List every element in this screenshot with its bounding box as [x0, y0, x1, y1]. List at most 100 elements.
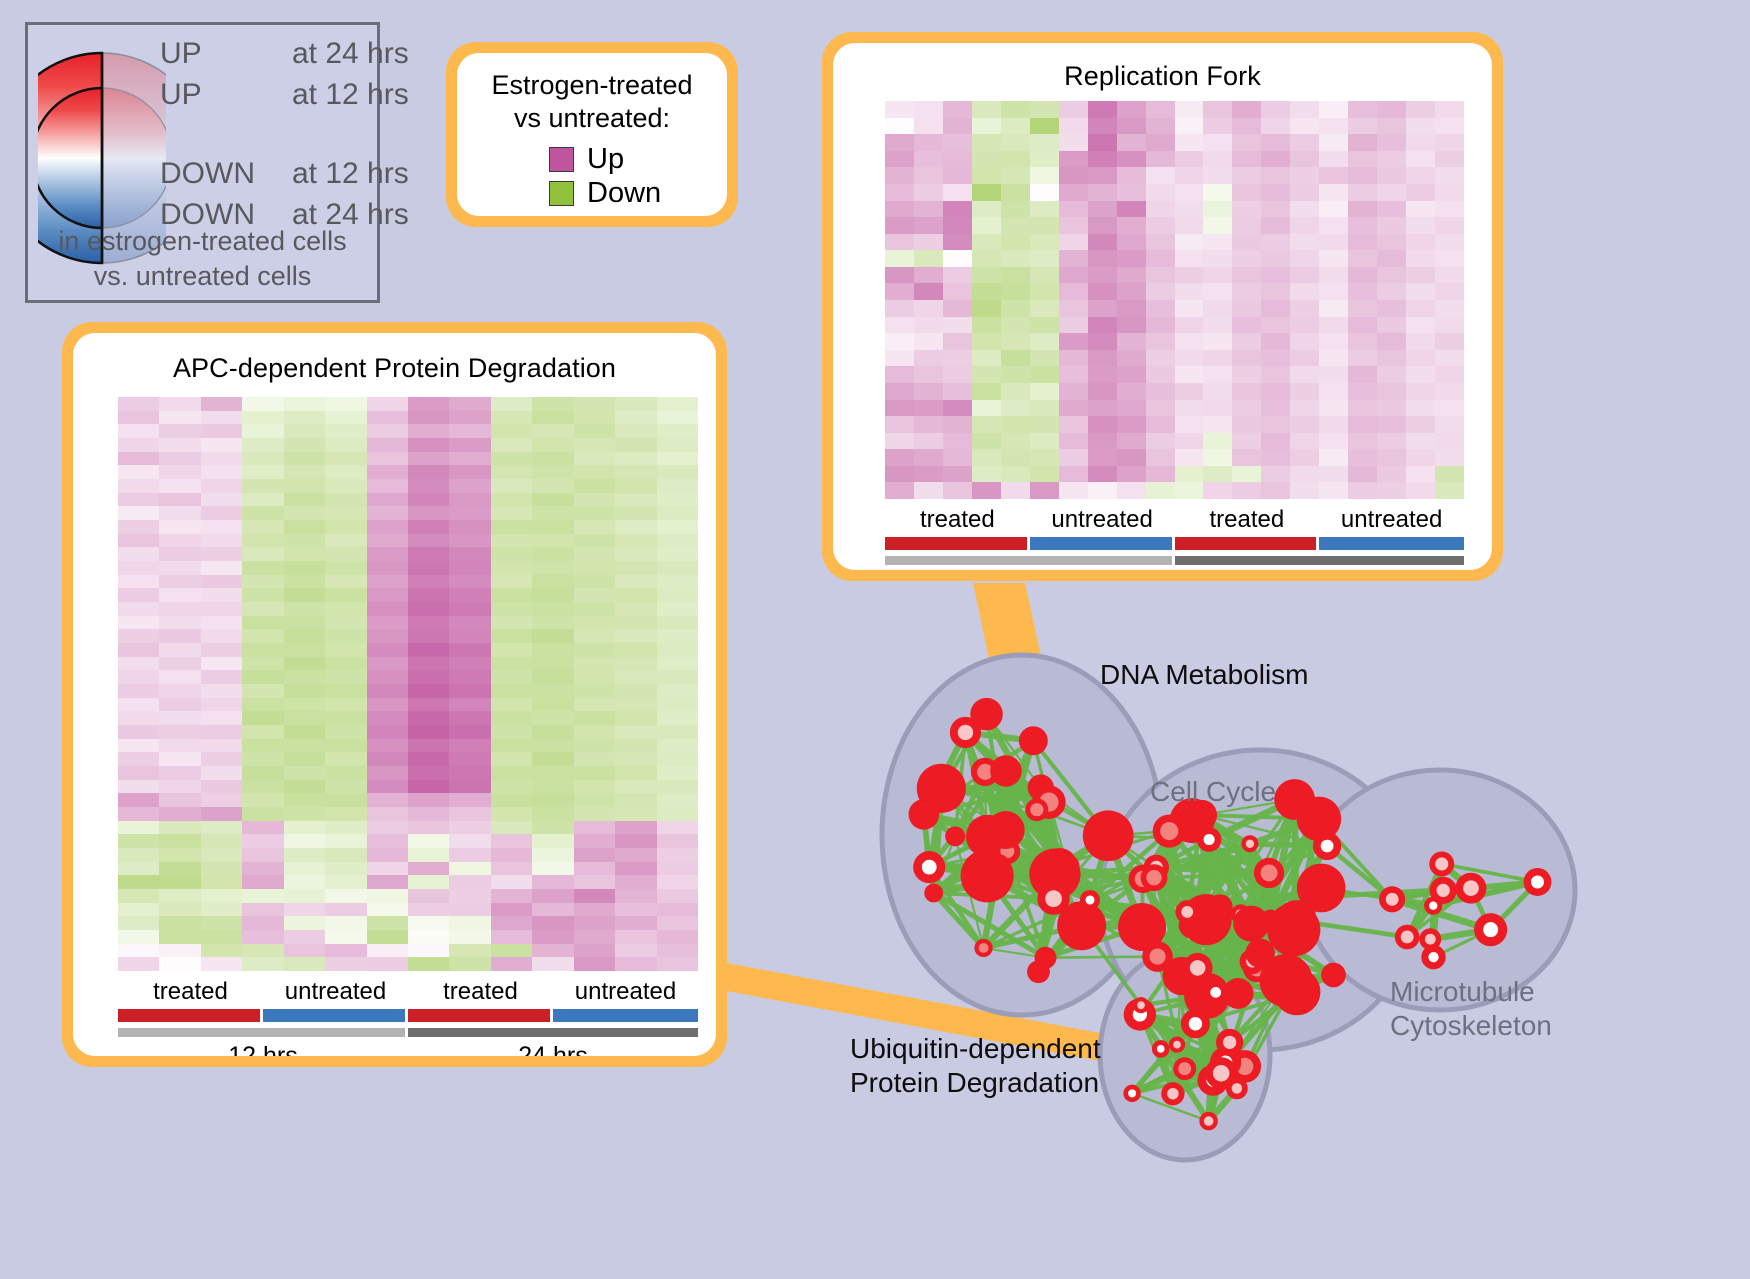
heatmap-cell [1319, 316, 1349, 334]
network-node[interactable] [1241, 835, 1259, 853]
heatmap-cell [656, 875, 698, 889]
heatmap-cell [490, 820, 533, 835]
network-node[interactable] [1259, 954, 1313, 1008]
heatmap-cell [1406, 399, 1436, 417]
network-node[interactable] [1057, 901, 1107, 951]
network-node[interactable] [1424, 896, 1443, 915]
heatmap-cell [200, 574, 243, 589]
heatmap-cell [283, 834, 326, 848]
node-inner-core [1530, 875, 1544, 889]
network-node[interactable] [913, 851, 946, 884]
network-node[interactable] [1296, 863, 1346, 913]
network-node[interactable] [986, 811, 1025, 850]
heatmap-cell [656, 820, 698, 835]
network-node[interactable] [1203, 979, 1229, 1005]
heatmap-cell [159, 793, 201, 807]
network-node[interactable] [1274, 779, 1316, 820]
network-node[interactable] [1216, 1028, 1244, 1056]
network-node[interactable] [1379, 886, 1406, 913]
network-node[interactable] [1173, 1057, 1197, 1081]
network-node[interactable] [1394, 924, 1420, 950]
network-node[interactable] [1082, 810, 1134, 862]
heatmap-cell [1377, 449, 1407, 466]
network-node[interactable] [1161, 1082, 1185, 1106]
network-node[interactable] [1199, 1111, 1218, 1131]
heatmap-cell [118, 902, 160, 917]
network-node[interactable] [1321, 962, 1346, 988]
heatmap-cell [1232, 449, 1262, 466]
heatmap-cell [490, 930, 533, 944]
network-node[interactable] [924, 883, 944, 903]
network-node[interactable] [1429, 851, 1455, 877]
network-node[interactable] [1253, 857, 1285, 889]
network-node[interactable] [908, 799, 940, 830]
heatmap-cell [971, 333, 1001, 350]
network-node[interactable] [949, 716, 982, 749]
network-node[interactable] [1260, 909, 1281, 931]
network-node[interactable] [987, 853, 1010, 876]
heatmap-cell [615, 410, 657, 425]
network-node[interactable] [1151, 1040, 1170, 1058]
heatmap-cell [1435, 482, 1464, 499]
network-node[interactable] [1245, 938, 1275, 968]
heatmap-cell [885, 416, 914, 433]
heatmap-cell [283, 820, 326, 835]
network-node[interactable] [1123, 1084, 1141, 1103]
network-node[interactable] [1152, 814, 1186, 848]
legend-footer-line2: vs. untreated cells [93, 261, 312, 291]
heatmap-cell [532, 834, 574, 848]
heatmap-cell [200, 861, 243, 876]
network-node[interactable] [1205, 1057, 1238, 1090]
network-node[interactable] [1080, 890, 1100, 910]
heatmap-cell [366, 533, 408, 548]
network-node[interactable] [1034, 946, 1057, 969]
heatmap-cell [200, 930, 243, 944]
heatmap-cell [1000, 465, 1030, 483]
network-node[interactable] [1455, 872, 1487, 904]
heatmap-cell [242, 930, 284, 944]
network-node[interactable] [1233, 905, 1270, 942]
heatmap-cell [490, 602, 533, 616]
network-node[interactable] [970, 697, 1003, 731]
node-outer-ring [1321, 962, 1346, 988]
network-node[interactable] [990, 755, 1022, 787]
network-node[interactable] [1523, 867, 1552, 896]
node-outer-ring [1274, 779, 1316, 820]
network-node[interactable] [1275, 900, 1317, 942]
heatmap-cell [1348, 150, 1378, 168]
network-node[interactable] [1180, 1009, 1210, 1039]
network-node[interactable] [1196, 827, 1222, 852]
heatmap-cell [407, 807, 450, 821]
network-node[interactable] [1175, 900, 1200, 924]
network-node[interactable] [1419, 928, 1442, 951]
heatmap-cell [573, 957, 616, 971]
heatmap-cell [1203, 300, 1233, 317]
network-node[interactable] [1168, 1036, 1186, 1053]
heatmap-cell [118, 397, 160, 411]
network-node[interactable] [974, 938, 993, 958]
heatmap-cell [118, 506, 160, 520]
network-node[interactable] [1182, 952, 1213, 983]
network-node[interactable] [1018, 726, 1048, 756]
network-node[interactable] [945, 826, 966, 847]
network-node[interactable] [1474, 913, 1508, 947]
network-node[interactable] [1037, 882, 1070, 915]
network-node[interactable] [1140, 864, 1168, 892]
heatmap-cell [1290, 333, 1320, 350]
network-node[interactable] [1118, 903, 1166, 951]
heatmap-cell [1290, 134, 1320, 151]
heatmap-cell [159, 465, 201, 479]
heatmap-cell [490, 902, 533, 917]
heatmap-cell [242, 492, 284, 507]
network-node[interactable] [1025, 798, 1049, 822]
network-node[interactable] [1132, 997, 1150, 1014]
network-node[interactable] [1421, 944, 1446, 970]
network-node[interactable] [1042, 848, 1078, 883]
heatmap-cell [1145, 300, 1175, 317]
heatmap-cell [1290, 349, 1320, 367]
heatmap-cell [1319, 233, 1349, 251]
heatmap-cell [159, 902, 201, 917]
network-node[interactable] [1222, 978, 1254, 1009]
heatmap-cell [913, 300, 943, 317]
heatmap-cell [407, 533, 450, 548]
